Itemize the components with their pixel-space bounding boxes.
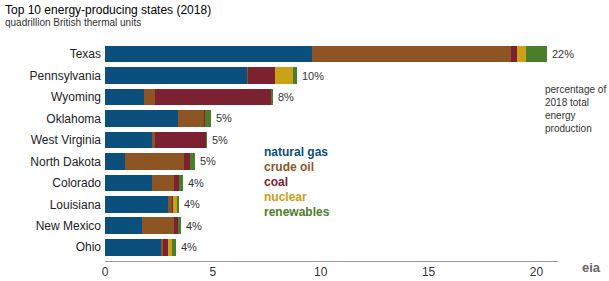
svg-text:5%: 5% bbox=[216, 112, 232, 124]
svg-text:4%: 4% bbox=[181, 241, 197, 253]
svg-text:4%: 4% bbox=[188, 177, 204, 189]
svg-text:crude oil: crude oil bbox=[264, 160, 314, 174]
svg-text:renewables: renewables bbox=[264, 205, 330, 219]
svg-text:Louisiana: Louisiana bbox=[50, 198, 102, 212]
svg-text:8%: 8% bbox=[278, 91, 294, 103]
svg-text:0: 0 bbox=[102, 265, 109, 279]
svg-text:22%: 22% bbox=[552, 48, 574, 60]
svg-text:natural gas: natural gas bbox=[264, 145, 328, 159]
svg-text:eia: eia bbox=[582, 260, 601, 275]
svg-text:5%: 5% bbox=[200, 155, 216, 167]
svg-text:nuclear: nuclear bbox=[264, 190, 307, 204]
svg-text:percentage of2018 totalenergyp: percentage of2018 totalenergyproduction bbox=[545, 84, 606, 134]
svg-text:Oklahoma: Oklahoma bbox=[46, 112, 101, 126]
svg-text:New Mexico: New Mexico bbox=[36, 219, 102, 233]
svg-text:Pennsylvania: Pennsylvania bbox=[30, 69, 102, 83]
svg-text:4%: 4% bbox=[186, 220, 202, 232]
svg-text:Top 10 energy-producing states: Top 10 energy-producing states (2018) bbox=[5, 3, 211, 17]
svg-text:quadrillion British thermal un: quadrillion British thermal units bbox=[5, 17, 141, 28]
svg-text:North Dakota: North Dakota bbox=[30, 155, 101, 169]
svg-text:5: 5 bbox=[210, 265, 217, 279]
svg-text:West Virginia: West Virginia bbox=[31, 133, 102, 147]
svg-text:Wyoming: Wyoming bbox=[51, 90, 101, 104]
svg-text:10: 10 bbox=[314, 265, 328, 279]
svg-text:20: 20 bbox=[530, 265, 544, 279]
svg-text:5%: 5% bbox=[212, 134, 228, 146]
svg-text:Ohio: Ohio bbox=[76, 240, 102, 254]
svg-text:coal: coal bbox=[264, 175, 288, 189]
svg-text:Colorado: Colorado bbox=[52, 176, 101, 190]
svg-text:15: 15 bbox=[422, 265, 436, 279]
svg-text:Texas: Texas bbox=[70, 47, 101, 61]
svg-text:4%: 4% bbox=[184, 198, 200, 210]
svg-text:10%: 10% bbox=[302, 70, 324, 82]
